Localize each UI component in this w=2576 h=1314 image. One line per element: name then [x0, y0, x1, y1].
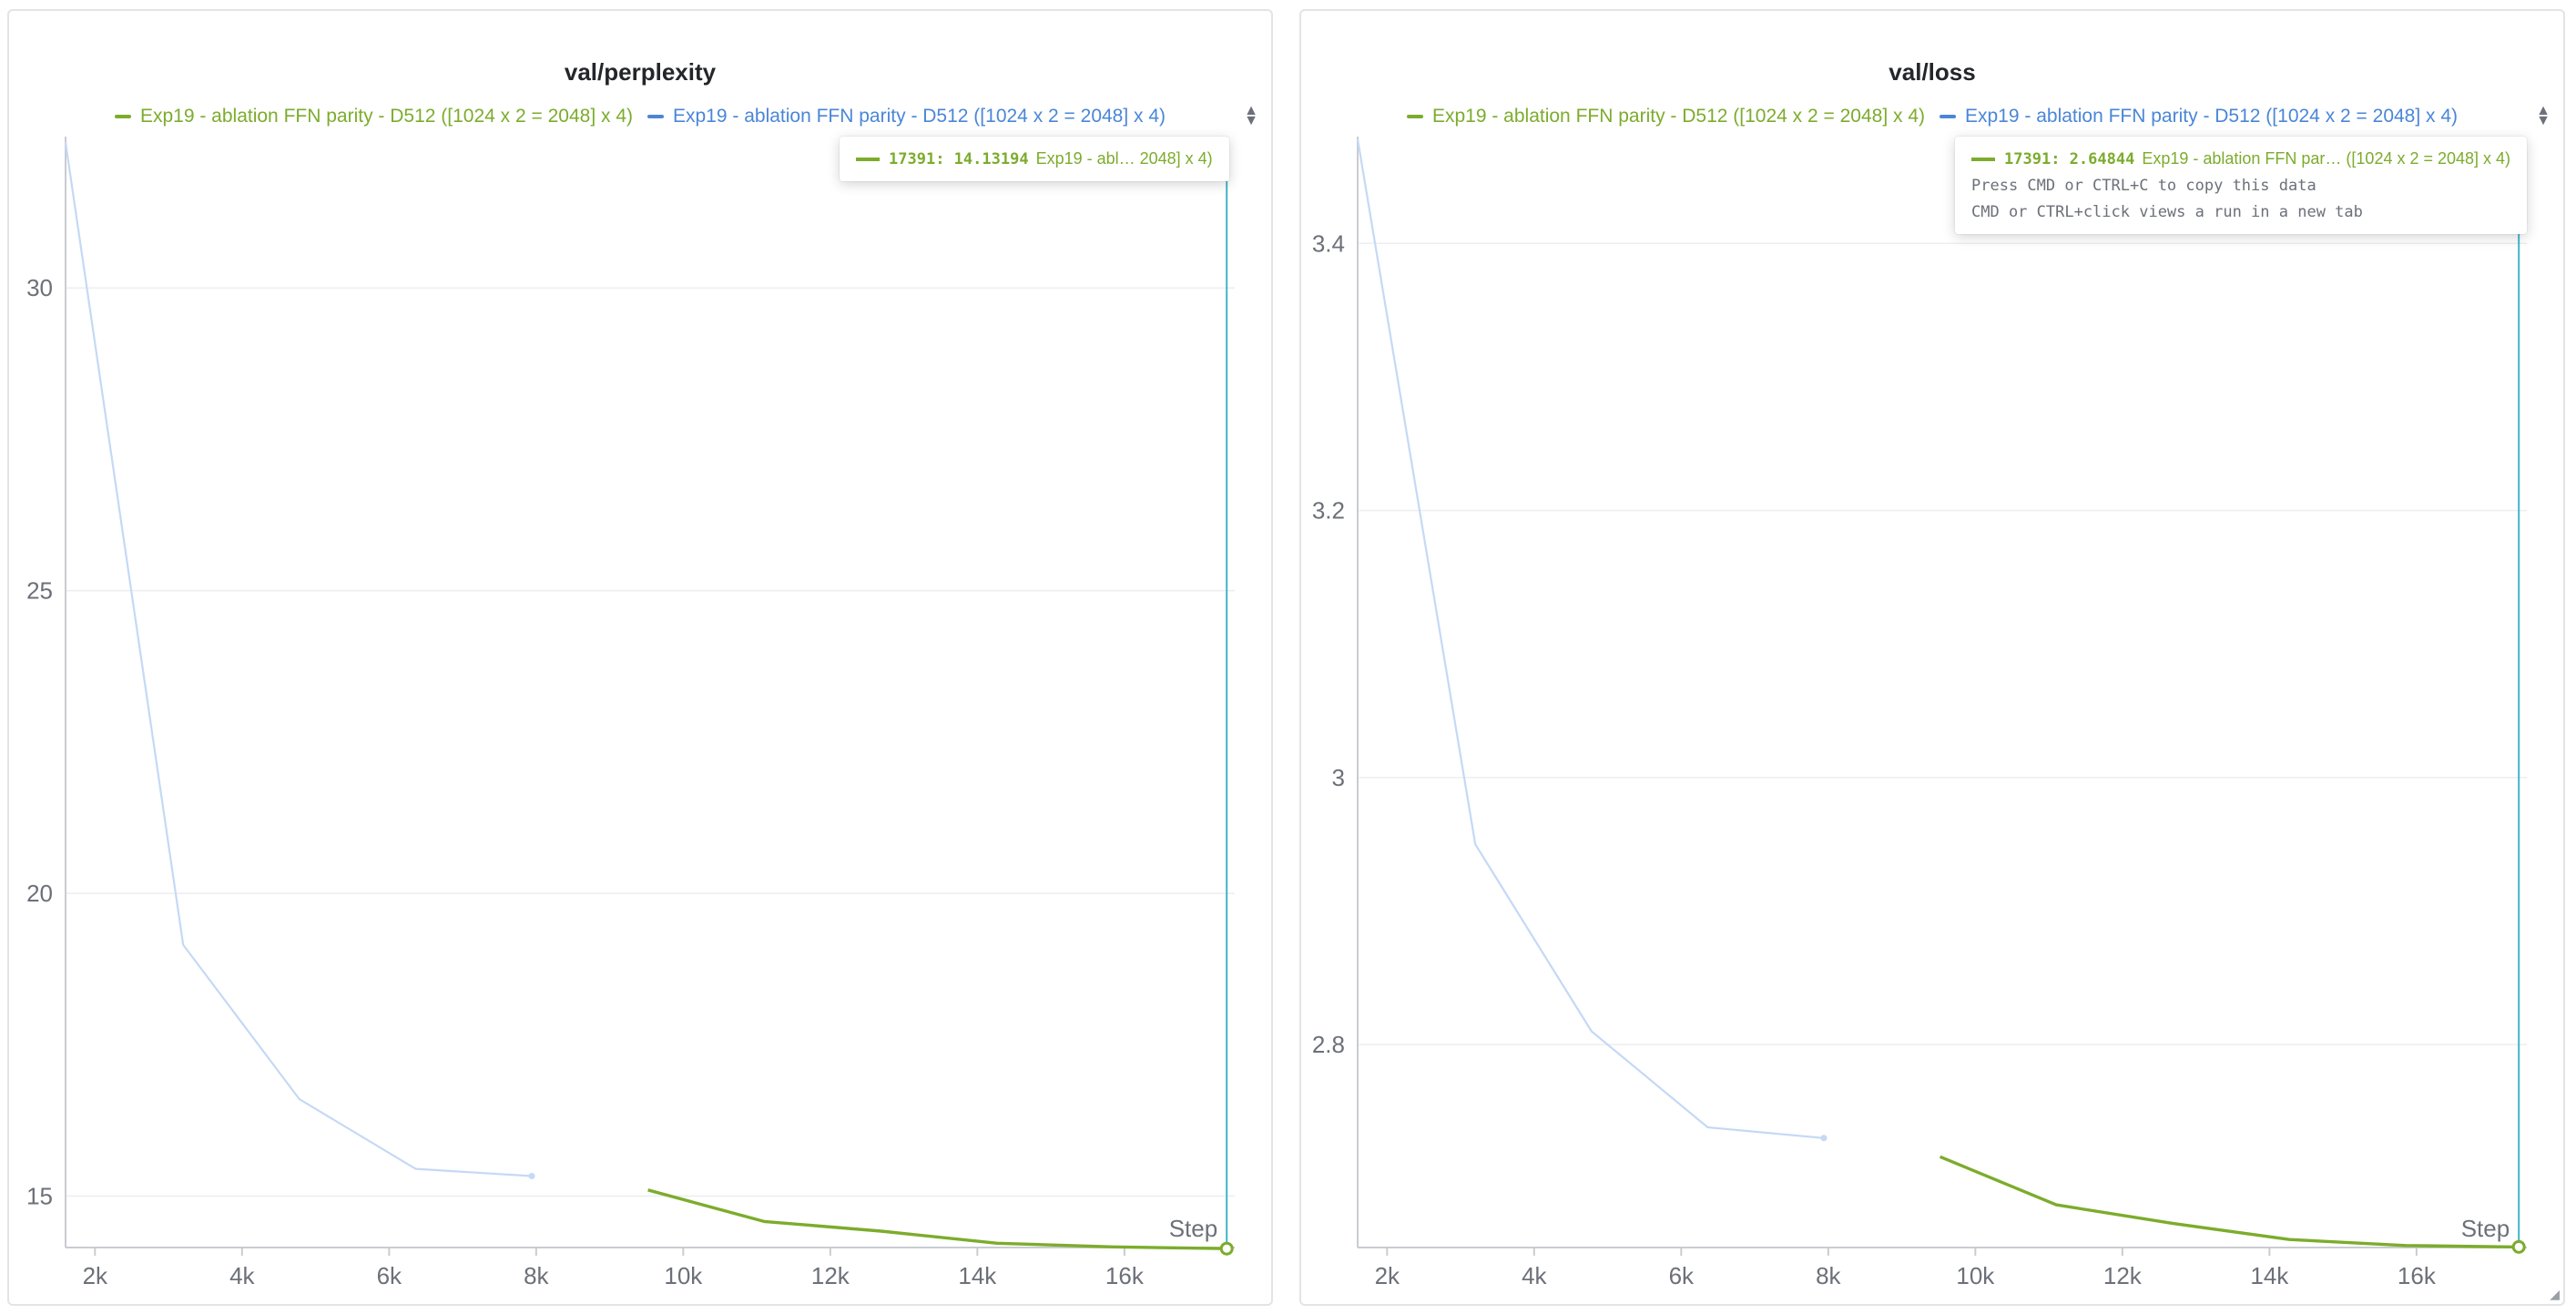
legend-swatch — [647, 115, 664, 118]
legend-swatch — [1406, 115, 1423, 118]
x-tick-label: 6k — [1669, 1262, 1695, 1289]
tooltip-run-name: Exp19 - abl… 2048] x 4) — [1035, 149, 1213, 168]
series-line-green-run — [647, 1188, 1227, 1250]
y-tick-label: 3 — [1332, 764, 1345, 791]
y-tick-label: 30 — [26, 274, 53, 301]
chart-plot: 15 20 25 30 2k 4k 6k 8k 10k 12k 14k 16k Step — [26, 137, 1235, 1289]
tooltip-value: 14.13194 — [953, 149, 1029, 168]
tooltip-value: 2.64844 — [2069, 149, 2135, 168]
chart-legend: Exp19 - ablation FFN parity - D512 ([102… — [1301, 106, 2563, 127]
chart-plot: 2.8 3 3.2 3.4 2k 4k 6k 8k 10k 12k 14k 16k Step — [1312, 137, 2527, 1289]
x-tick-label: 6k — [377, 1262, 402, 1289]
legend-label: Exp19 - ablation FFN parity - D512 ([102… — [1965, 106, 2459, 127]
chart-panel-perplexity: val/perplexity Exp19 - ablation FFN pari… — [7, 9, 1273, 1306]
chart-title: val/loss — [1889, 58, 1976, 86]
sort-icon[interactable]: ▲ ▼ — [1244, 103, 1258, 128]
x-tick-label: 12k — [811, 1262, 850, 1289]
tooltip-hint-copy: Press CMD or CTRL+C to copy this data — [1971, 177, 2316, 195]
x-tick-label: 10k — [664, 1262, 703, 1289]
chart-title: val/perplexity — [564, 58, 717, 86]
legend-label: Exp19 - ablation FFN parity - D512 ([102… — [673, 106, 1166, 127]
legend-swatch — [114, 115, 131, 118]
series-line-blue-run — [1356, 138, 1825, 1139]
tooltip-step: 17391 — [2004, 149, 2052, 168]
legend-label: Exp19 - ablation FFN parity - D512 ([102… — [139, 106, 633, 127]
tooltip-swatch — [1971, 157, 1995, 161]
x-tick-label: 4k — [229, 1262, 255, 1289]
series-line-green-run — [1939, 1155, 2520, 1249]
resize-handle-icon[interactable]: ◢ — [2550, 1287, 2560, 1301]
series-line-blue-run — [64, 142, 533, 1177]
legend-item-green-run[interactable]: Exp19 - ablation FFN parity - D512 ([102… — [114, 106, 633, 127]
legend-item-blue-run[interactable]: Exp19 - ablation FFN parity - D512 ([102… — [647, 106, 1166, 127]
x-tick-label: 14k — [2250, 1262, 2289, 1289]
x-axis-label: Step — [1169, 1215, 1218, 1242]
y-tick-label: 3.4 — [1312, 229, 1345, 257]
legend-item-blue-run[interactable]: Exp19 - ablation FFN parity - D512 ([102… — [1940, 106, 2458, 127]
hover-tooltip: 17391 : 2.64844 Exp19 - ablation FFN par… — [1955, 137, 2528, 234]
legend-item-green-run[interactable]: Exp19 - ablation FFN parity - D512 ([102… — [1406, 106, 1925, 127]
x-tick-label: 4k — [1522, 1262, 1547, 1289]
x-tick-label: 16k — [2398, 1262, 2437, 1289]
tooltip-swatch — [856, 157, 880, 161]
x-tick-label: 10k — [1956, 1262, 1995, 1289]
x-tick-label: 16k — [1105, 1262, 1145, 1289]
legend-swatch — [1940, 115, 1956, 118]
legend-label: Exp19 - ablation FFN parity - D512 ([102… — [1431, 106, 1925, 127]
hover-point — [1219, 1241, 1234, 1256]
x-tick-label: 2k — [83, 1262, 108, 1289]
x-tick-label: 2k — [1375, 1262, 1400, 1289]
tooltip-row: 17391 : 14.13194 Exp19 - abl… 2048] x 4) — [856, 149, 1213, 168]
x-tick-label: 12k — [2103, 1262, 2143, 1289]
series-end-point — [1820, 1135, 1828, 1142]
y-tick-label: 20 — [26, 880, 53, 907]
y-tick-label: 3.2 — [1312, 497, 1345, 525]
x-tick-label: 14k — [958, 1262, 997, 1289]
y-tick-label: 25 — [26, 577, 53, 605]
tooltip-run-name: Exp19 - ablation FFN par… ([1024 x 2 = 2… — [2142, 149, 2511, 168]
y-tick-label: 15 — [26, 1182, 53, 1209]
x-tick-label: 8k — [1816, 1262, 1841, 1289]
sort-icon[interactable]: ▲ ▼ — [2536, 103, 2551, 128]
x-tick-label: 8k — [524, 1262, 549, 1289]
tooltip-row: 17391 : 2.64844 Exp19 - ablation FFN par… — [1971, 149, 2510, 168]
tooltip-step: 17391 — [889, 149, 936, 168]
hover-tooltip: 17391 : 14.13194 Exp19 - abl… 2048] x 4) — [840, 137, 1229, 181]
chart-panel-loss: val/loss Exp19 - ablation FFN parity - D… — [1299, 9, 2565, 1306]
y-tick-label: 2.8 — [1312, 1031, 1345, 1058]
hover-point — [2511, 1239, 2526, 1254]
series-end-point — [528, 1173, 535, 1180]
chart-legend: Exp19 - ablation FFN parity - D512 ([102… — [9, 106, 1271, 127]
tooltip-hint-open-tab: CMD or CTRL+click views a run in a new t… — [1971, 203, 2363, 221]
x-axis-label: Step — [2461, 1215, 2510, 1242]
